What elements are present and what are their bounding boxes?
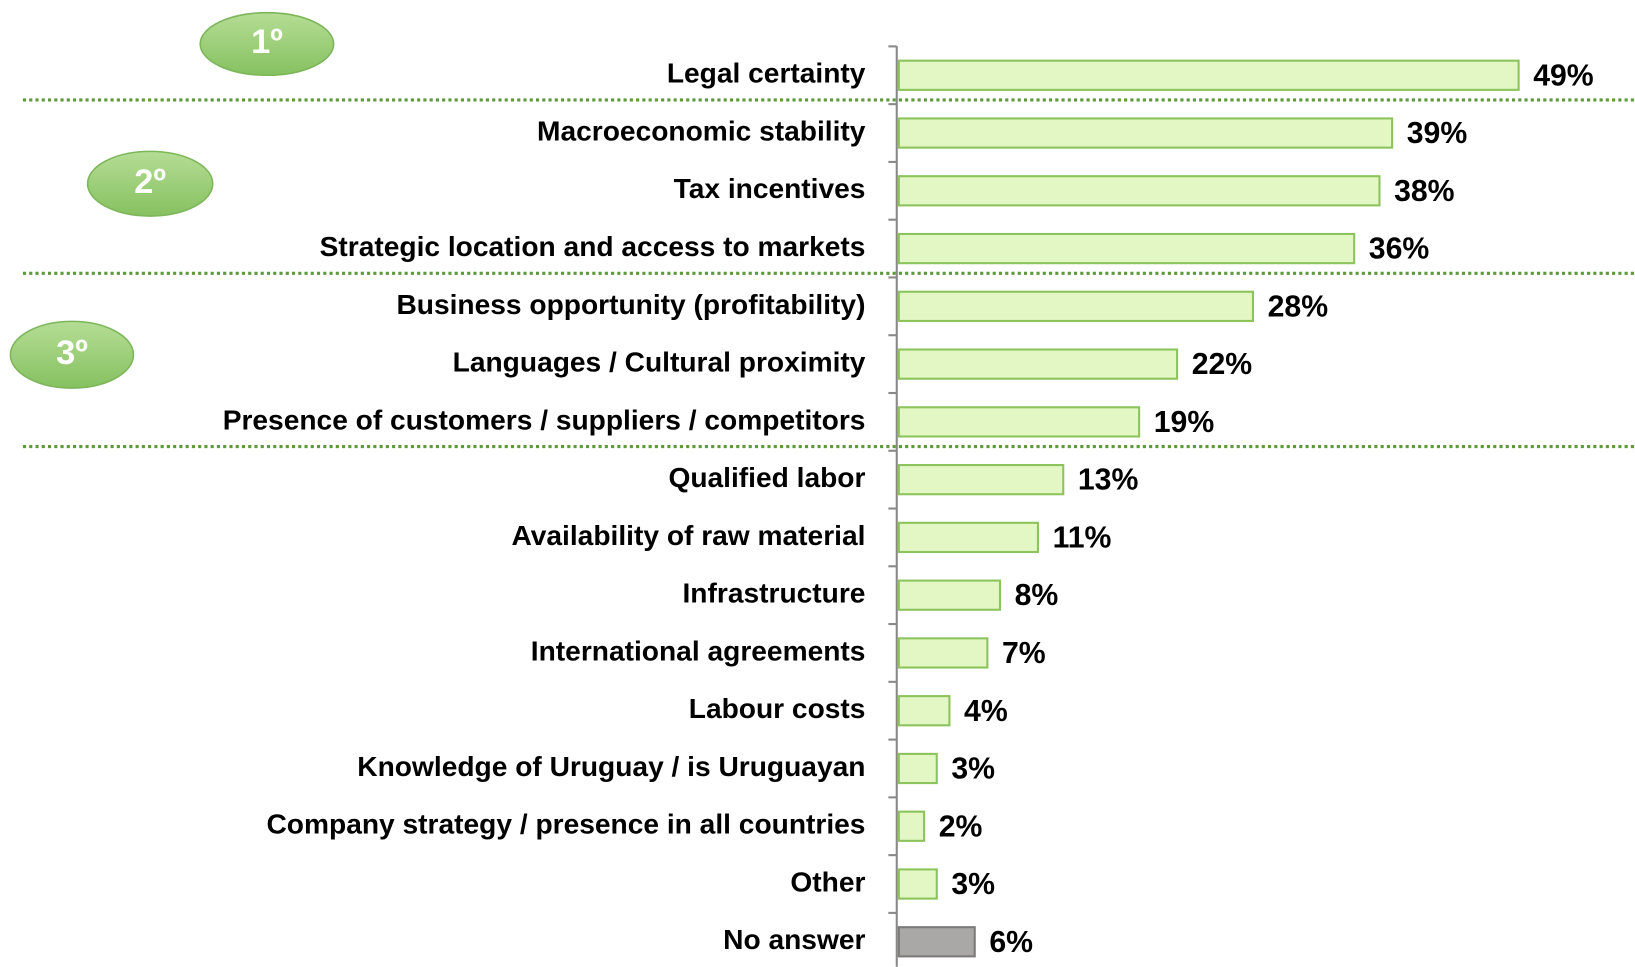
rank-badge-label: 1º <box>251 23 283 61</box>
bar <box>897 406 1141 438</box>
category-label: Infrastructure <box>682 578 865 609</box>
bar <box>897 579 1002 611</box>
value-label: 3% <box>951 868 995 901</box>
bar <box>897 290 1255 322</box>
bar <box>897 175 1381 207</box>
bar <box>897 117 1394 149</box>
category-label: Macroeconomic stability <box>537 115 866 146</box>
bar <box>897 464 1065 496</box>
bar <box>897 232 1356 265</box>
bar <box>897 59 1520 91</box>
category-label: No answer <box>723 924 865 955</box>
value-label: 8% <box>1015 579 1059 612</box>
bar <box>897 521 1040 554</box>
category-label: Tax incentives <box>674 173 866 204</box>
rank-badge <box>86 150 214 217</box>
value-label: 13% <box>1078 464 1139 497</box>
rank-badge-label: 2º <box>134 163 166 201</box>
value-label: 11% <box>1053 521 1112 554</box>
category-label: Business opportunity (profitability) <box>396 289 865 320</box>
value-label: 2% <box>939 810 983 843</box>
bar <box>897 926 976 958</box>
value-label: 28% <box>1268 290 1329 323</box>
value-label: 49% <box>1533 59 1594 92</box>
value-label: 36% <box>1369 233 1430 266</box>
category-label: Labour costs <box>689 693 866 724</box>
category-label: Presence of customers / suppliers / comp… <box>223 404 866 435</box>
category-label: Legal certainty <box>667 58 866 89</box>
bar <box>897 637 989 669</box>
value-label: 6% <box>989 926 1033 959</box>
value-label: 22% <box>1192 348 1253 381</box>
value-label: 39% <box>1407 117 1468 150</box>
category-label: Availability of raw material <box>511 520 865 551</box>
category-label: Knowledge of Uruguay / is Uruguayan <box>357 751 865 782</box>
category-label: Strategic location and access to markets <box>320 231 866 262</box>
value-label: 4% <box>964 695 1008 728</box>
category-label: Company strategy / presence in all count… <box>266 809 865 840</box>
value-label: 19% <box>1154 406 1215 439</box>
category-label: Other <box>790 866 865 897</box>
category-label: International agreements <box>531 635 866 666</box>
category-label: Languages / Cultural proximity <box>453 347 866 378</box>
bar <box>897 695 951 727</box>
rank-badge-label: 3º <box>56 334 88 372</box>
bar <box>897 752 938 785</box>
value-label: 3% <box>951 753 995 786</box>
bar <box>897 868 938 900</box>
value-label: 7% <box>1002 637 1046 670</box>
rank-badge <box>9 320 135 389</box>
bar <box>897 348 1179 380</box>
category-label: Qualified labor <box>668 462 865 493</box>
bar <box>897 810 926 842</box>
value-label: 38% <box>1394 175 1455 208</box>
rank-badge <box>199 11 335 77</box>
